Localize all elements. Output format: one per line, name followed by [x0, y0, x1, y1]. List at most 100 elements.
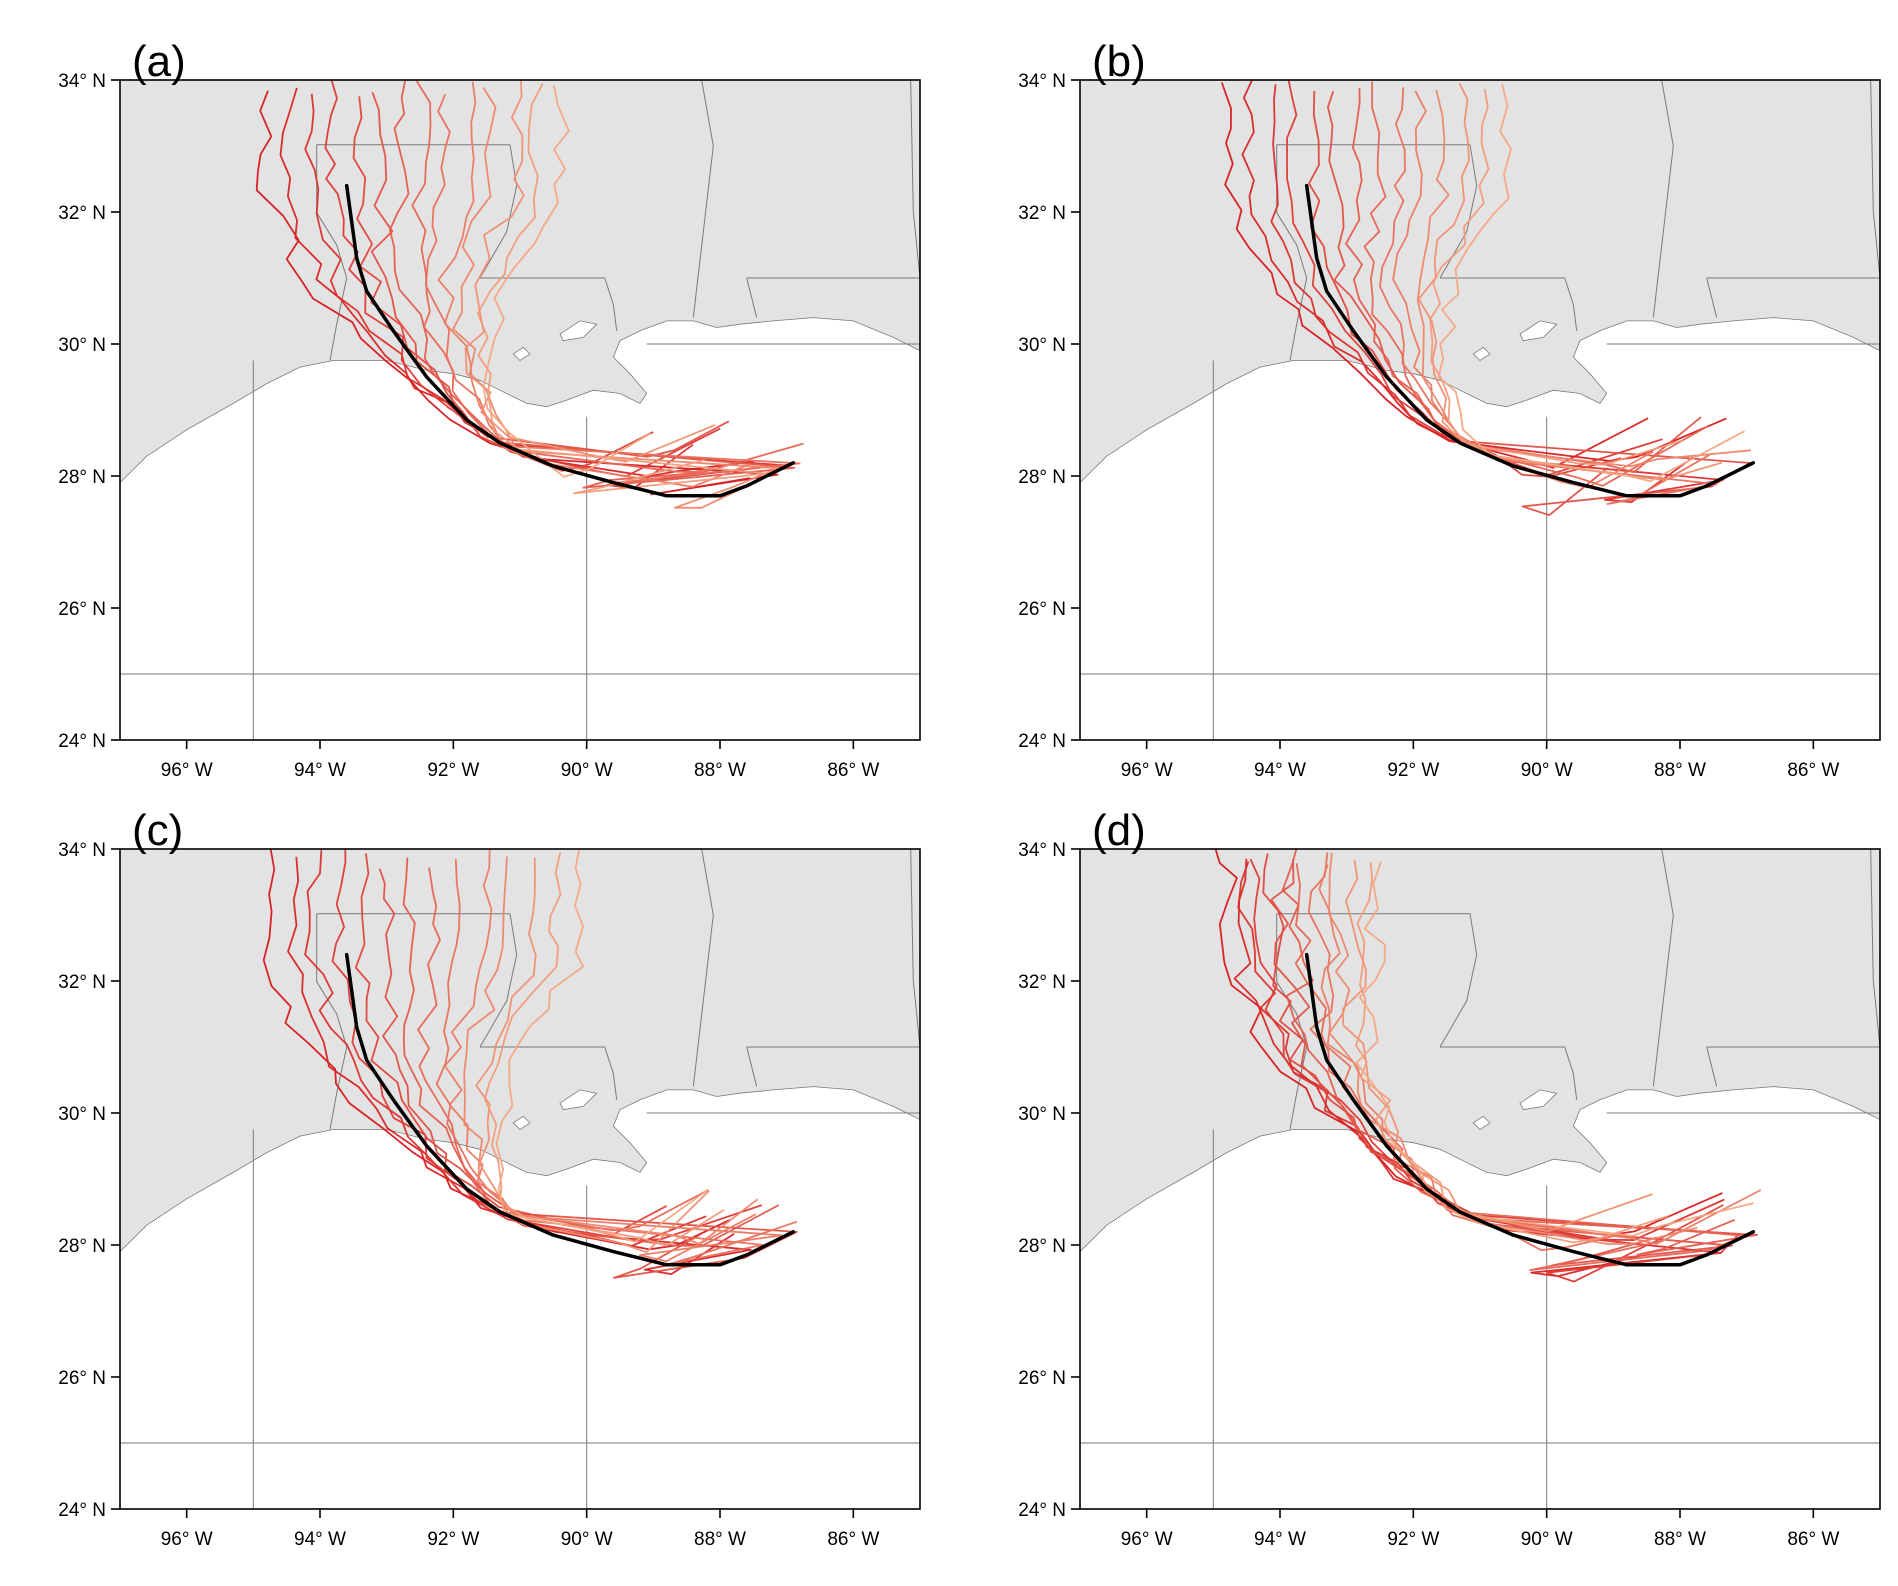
observed-track [344, 183, 796, 498]
ensemble-track [495, 849, 708, 1243]
x-tick-label: 90° W [1521, 1529, 1573, 1550]
ensemble-track [411, 80, 804, 474]
y-tick-label: 30° N [1018, 335, 1066, 356]
x-tick-label: 88° W [1654, 760, 1706, 781]
lake [559, 320, 598, 342]
x-tick-label: 88° W [694, 1529, 746, 1550]
border-line [480, 1046, 618, 1100]
ensemble-track [437, 81, 751, 488]
border-line [746, 277, 758, 318]
panel-label: (c) [132, 806, 183, 855]
y-tick-label: 28° N [1018, 1236, 1066, 1257]
map-panel-c: 24° N 26° N 28° N 30° N 32° N 34° N 96° W 94° W… [30, 797, 940, 1567]
ensemble-track [1417, 82, 1723, 481]
lake [1519, 320, 1558, 342]
border-line [1706, 1046, 1718, 1087]
lake [512, 346, 531, 362]
ensemble-track [1379, 87, 1718, 505]
x-tick-label: 86° W [827, 1529, 879, 1550]
y-tick-label: 28° N [1018, 467, 1066, 488]
border-line [910, 80, 920, 279]
border-line [316, 913, 348, 1130]
ensemble-track [1270, 858, 1733, 1267]
y-tick-label: 28° N [58, 467, 106, 488]
lake [1472, 346, 1491, 362]
map-svg-c: 24° N 26° N 28° N 30° N 32° N 34° N 96° W 94° W… [58, 806, 921, 1550]
y-tick-label: 32° N [1018, 203, 1066, 224]
y-tick-label: 30° N [58, 1104, 106, 1125]
y-tick-label: 26° N [58, 599, 106, 620]
y-tick-label: 24° N [1018, 1500, 1066, 1521]
border-line [480, 277, 618, 331]
ensemble-track [1262, 853, 1724, 1247]
lake [559, 1089, 598, 1111]
ensemble-track [1241, 80, 1649, 469]
ensemble-track [483, 852, 725, 1247]
map-layer [120, 80, 920, 740]
panel-label: (a) [132, 37, 186, 86]
ensemble-track [1429, 88, 1684, 466]
x-tick-label: 88° W [694, 760, 746, 781]
ensemble-track [1281, 849, 1759, 1256]
border-line [1870, 80, 1880, 279]
land-area [1080, 80, 1880, 484]
y-tick-label: 32° N [58, 203, 106, 224]
ensemble-track [1307, 852, 1623, 1252]
border-line [1276, 144, 1308, 361]
x-tick-label: 88° W [1654, 1529, 1706, 1550]
plot-frame [119, 848, 921, 1510]
x-tick-label: 96° W [161, 1529, 213, 1550]
border-line [1652, 80, 1674, 318]
panel-label: (d) [1092, 806, 1146, 855]
ensemble-track [1355, 862, 1669, 1244]
map-svg-a: 24° N 26° N 28° N 30° N 32° N 34° N 96° W 94° W… [58, 37, 921, 781]
x-tick-label: 96° W [161, 760, 213, 781]
ensemble-track [482, 85, 651, 478]
x-tick-label: 92° W [1387, 1529, 1439, 1550]
x-tick-label: 90° W [561, 760, 613, 781]
border-line [692, 849, 714, 1087]
y-tick-label: 34° N [1018, 840, 1066, 861]
observed-track [1304, 183, 1756, 498]
y-tick-label: 24° N [58, 1500, 106, 1521]
y-tick-label: 24° N [58, 731, 106, 752]
x-tick-label: 94° W [1254, 760, 1306, 781]
map-panel-b: 24° N 26° N 28° N 30° N 32° N 34° N 96° W 94° W… [990, 28, 1898, 798]
ensemble-track [443, 849, 783, 1263]
lake [512, 1115, 531, 1131]
border-line [692, 80, 714, 318]
border-line [1440, 1046, 1578, 1100]
x-tick-label: 90° W [1521, 760, 1573, 781]
ensemble-track [1437, 83, 1745, 483]
ensemble-track [464, 80, 716, 463]
land-area [120, 80, 920, 484]
plot-frame [1079, 848, 1881, 1510]
map-svg-b: 24° N 26° N 28° N 30° N 32° N 34° N 96° W 94° W… [1018, 37, 1881, 781]
plot-frame [119, 79, 921, 741]
map-layer [120, 849, 920, 1509]
x-tick-label: 94° W [294, 1529, 346, 1550]
border-line [1440, 277, 1578, 331]
x-tick-label: 94° W [294, 760, 346, 781]
y-tick-label: 34° N [58, 840, 106, 861]
x-tick-label: 94° W [1254, 1529, 1306, 1550]
x-tick-label: 92° W [427, 1529, 479, 1550]
ensemble-track [370, 91, 730, 458]
panel-label: (b) [1092, 37, 1146, 86]
observed-track [1304, 952, 1756, 1267]
land-area [1080, 849, 1880, 1253]
x-tick-label: 86° W [827, 760, 879, 781]
y-tick-label: 26° N [58, 1368, 106, 1389]
ensemble-track [424, 93, 801, 485]
border-line [910, 849, 920, 1048]
y-tick-label: 30° N [1018, 1104, 1066, 1125]
y-tick-label: 30° N [58, 335, 106, 356]
lake [1519, 1089, 1558, 1111]
map-panel-d: 24° N 26° N 28° N 30° N 32° N 34° N 96° W 94° W… [990, 797, 1898, 1567]
y-tick-label: 32° N [58, 972, 106, 993]
border-line [1652, 849, 1674, 1087]
border-line [1870, 849, 1880, 1048]
observed-track [344, 952, 796, 1267]
y-tick-label: 24° N [1018, 731, 1066, 752]
x-tick-label: 92° W [1387, 760, 1439, 781]
